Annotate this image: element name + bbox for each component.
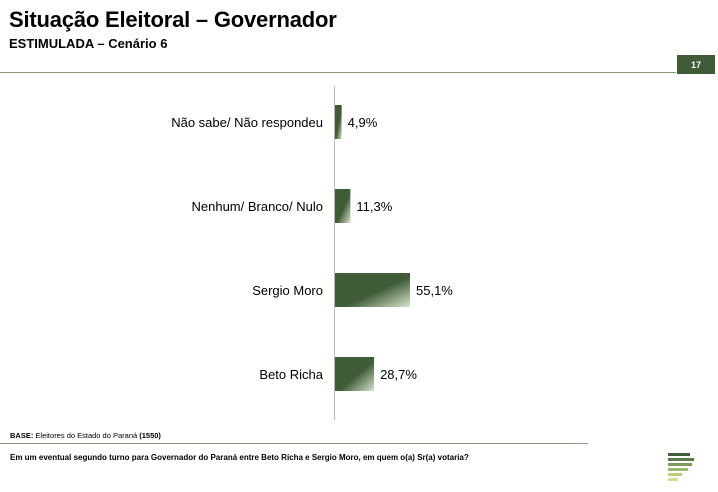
page-number-badge: 17 [677,55,715,74]
footer-divider [0,443,588,444]
value-label: 4,9% [348,115,378,130]
base-label: BASE: [10,431,34,440]
page-subtitle: ESTIMULADA – Cenário 6 [9,36,168,51]
category-label: Não sabe/ Não respondeu [171,115,323,130]
base-note: BASE: Eleitores do Estado do Paraná (155… [10,431,161,440]
company-logo-icon [668,453,694,481]
survey-question: Em um eventual segundo turno para Govern… [10,453,469,462]
bar [335,105,342,139]
value-label: 28,7% [380,367,417,382]
value-label: 11,3% [356,199,392,214]
bar [335,357,375,391]
bar [335,273,410,307]
category-label: Nenhum/ Branco/ Nulo [191,199,323,214]
category-label: Beto Richa [259,367,323,382]
category-label: Sergio Moro [252,283,323,298]
base-count: (1550) [139,431,161,440]
bar-chart: Não sabe/ Não respondeu 4,9% Nenhum/ Branc… [171,86,453,420]
header-divider [0,72,676,73]
base-text: Eleitores do Estado do Paraná [33,431,140,440]
value-label: 55,1% [416,283,453,298]
bar [335,189,351,223]
page-title: Situação Eleitoral – Governador [9,7,337,32]
